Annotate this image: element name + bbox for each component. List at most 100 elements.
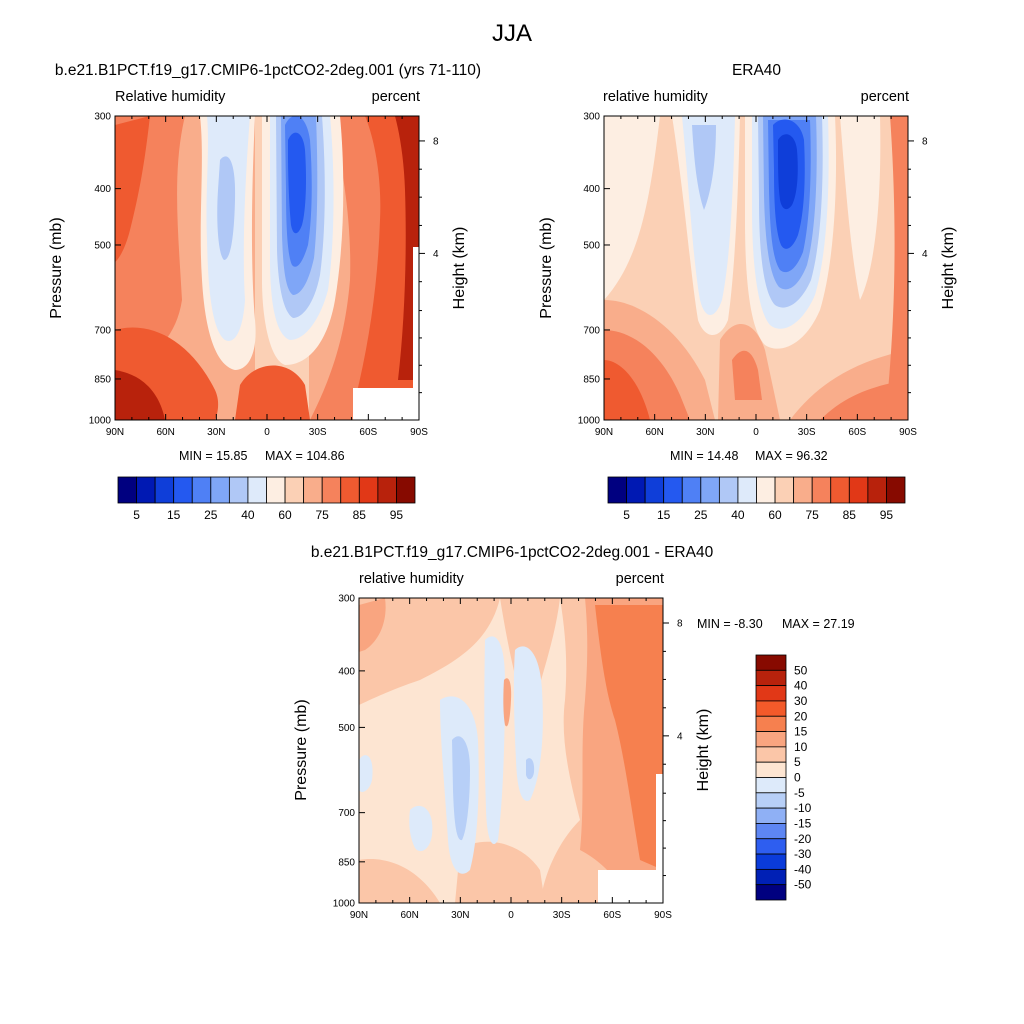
- panel3-colorbar-label: -40: [794, 862, 812, 876]
- panel2-ytick-label: 700: [583, 325, 600, 336]
- panel2-min: MIN = 14.48: [670, 449, 739, 463]
- panel2-colorbar-box: [644, 476, 665, 504]
- panel3-xtick-label: 90S: [654, 910, 672, 921]
- panel1-fill-dry-sh-2: [276, 116, 325, 318]
- panel1-left-subtitle: Relative humidity: [115, 89, 226, 105]
- panel1-title: b.e21.B1PCT.f19_g17.CMIP6-1pctCO2-2deg.0…: [54, 62, 482, 79]
- panel2-colorbar: 5 15 25 40 60 75 85 95: [607, 476, 906, 522]
- panel2-colorbar-box: [848, 476, 869, 504]
- panel3-colorbar-box: [755, 746, 787, 763]
- panel1-xtick-label: 90S: [410, 427, 428, 438]
- panel3-colorbar-box: [755, 884, 787, 901]
- panel1-ytick-label: 1000: [89, 416, 112, 427]
- panel3-colorbar-box: [755, 853, 787, 870]
- panel1-fill-dry-nh: [206, 116, 250, 341]
- panel3-colorbar-box: [755, 700, 787, 717]
- panel2-right-subtitle: percent: [860, 89, 909, 105]
- panel1-colorbar-box: [303, 476, 323, 504]
- panel2-ytick-label: 300: [583, 112, 600, 123]
- panel2-xtick-label: 90S: [899, 427, 917, 438]
- panel1-colorbar-box: [210, 476, 230, 504]
- panel2-fill-nh-bl2: [604, 330, 690, 420]
- panel2-plot: 90N 60N 30N 0 30S 60S 90S 300 400 500 700 850 1000 8 4…: [538, 112, 957, 523]
- panel3-fill-sh-broad: [540, 598, 663, 903]
- panel3-colorbar-label: 20: [794, 709, 808, 723]
- panel1-y2tick-label: 4: [433, 249, 439, 260]
- panel1-y2label: Height (km): [451, 227, 468, 310]
- panel1-colorbar-box: [117, 476, 137, 504]
- panel3-missing-terrain-edge: [656, 774, 663, 870]
- panel1-xtick-label: 60N: [156, 427, 174, 438]
- panel2-xtick-label: 60S: [848, 427, 866, 438]
- panel3-contours: [359, 598, 663, 903]
- panel3-xtick-label: 60N: [400, 910, 418, 921]
- panel3-ticks: 90N 60N 30N 0 30S 60S 90S 300 400 500 700 850 1000 8 4: [333, 594, 683, 922]
- panel2-fill-dry-nh: [682, 116, 735, 315]
- panel1-colorbar-box: [247, 476, 267, 504]
- panel2-colorbar-box: [756, 476, 776, 504]
- panel1-xtick-label: 0: [264, 427, 270, 438]
- panel2-colorbar-box: [663, 476, 683, 504]
- panel3-colorbar-label: 5: [794, 755, 801, 769]
- panel2-fill-sh-bl: [790, 350, 908, 420]
- panel1-colorbar-box: [284, 476, 305, 504]
- panel2-colorbar-box: [681, 476, 702, 504]
- panel2-y2tick-label: 8: [922, 136, 928, 147]
- panel1-xtick-label: 60S: [359, 427, 377, 438]
- panel2-colorbar-box: [718, 476, 739, 504]
- panel1-xtick-label: 30S: [309, 427, 327, 438]
- panel3-fill-background: [359, 598, 663, 903]
- panel1-colorbar-label: 25: [204, 508, 218, 522]
- panel1-right-subtitle: percent: [371, 89, 420, 105]
- panel2-ytick-label: 500: [583, 240, 600, 251]
- panel3-xtick-label: 60S: [603, 910, 621, 921]
- panel3-right-subtitle: percent: [615, 571, 664, 587]
- panel3-colorbar-box: [755, 654, 787, 671]
- panel3-xtick-label: 90N: [350, 910, 368, 921]
- panel3-fill-blue-2: [484, 636, 505, 845]
- panel1-colorbar-box: [173, 476, 193, 504]
- panel1-colorbar-box: [377, 476, 397, 504]
- panel1-fill-sh-core: [355, 116, 419, 400]
- panel1-colorbar-box: [228, 476, 249, 504]
- panel3-fill-blue-1: [440, 696, 479, 874]
- panel2-colorbar-label: 60: [768, 508, 782, 522]
- panel1-fill-nh-warm: [115, 116, 185, 380]
- panel1-colorbar-box: [358, 476, 379, 504]
- panel2-fill-dry-light-sh: [745, 116, 837, 349]
- panel1-ytick-label: 850: [94, 374, 111, 385]
- panel3-colorbar-box: [755, 838, 787, 855]
- panel2-left-subtitle: relative humidity: [603, 89, 708, 105]
- panel1-colorbar-box: [154, 476, 175, 504]
- panel3-fill-sh: [580, 598, 663, 903]
- panel2-fill-dry-sh6: [778, 134, 798, 210]
- panel1-ticks: 90N 60N 30N 0 30S 60S 90S 300 400 500 700 850 1000 8 4: [89, 112, 439, 439]
- panel3-colorbar-label: -30: [794, 847, 812, 861]
- panel1-colorbar-box: [396, 476, 416, 504]
- panel2-colorbar-box: [700, 476, 720, 504]
- panel2-ytick-label: 1000: [578, 416, 601, 427]
- panel2-fill-dry-sh3: [763, 116, 817, 290]
- panel3-colorbar-label: 10: [794, 740, 808, 754]
- panel3-fill-mid-wedge: [500, 598, 560, 720]
- panel3-left-subtitle: relative humidity: [359, 571, 464, 587]
- panel2-fill-background: [604, 116, 908, 420]
- panel1-colorbar-label: 15: [167, 508, 181, 522]
- panel2-fill-sh-bl2: [820, 380, 908, 420]
- panel3-colorbar-label: 0: [794, 771, 801, 785]
- panel1-fill-eq: [255, 116, 309, 420]
- panel3-fill-mid-bl: [455, 841, 545, 903]
- panel1-max: MAX = 104.86: [265, 449, 345, 463]
- panel1-fill-background: [115, 116, 419, 420]
- panel3-plot: 90N 60N 30N 0 30S 60S 90S300400500700850100084…: [293, 594, 812, 922]
- panel1-colorbar-box: [321, 476, 342, 504]
- panel2-xtick-label: 30N: [696, 427, 714, 438]
- panel3-colorbar-label: -15: [794, 816, 812, 830]
- panel2-fill-dry-sh: [752, 116, 829, 329]
- panel2-colorbar-box: [793, 476, 813, 504]
- panel3-fill-sh-core: [595, 605, 663, 870]
- panel2-colorbar-box: [774, 476, 795, 504]
- panel1-colorbar-label: 40: [241, 508, 255, 522]
- panel3-fill-red-strip: [503, 678, 512, 727]
